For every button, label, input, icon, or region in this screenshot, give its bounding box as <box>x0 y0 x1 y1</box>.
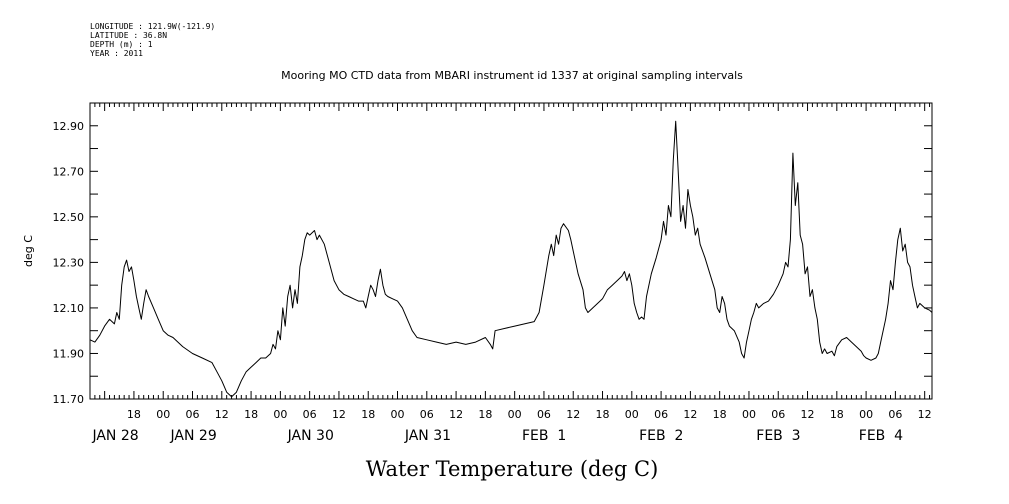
series-layer <box>89 120 933 398</box>
x-tick-label: 12 <box>332 408 346 421</box>
x-tick-label: 06 <box>771 408 785 421</box>
x-tick-label: 06 <box>654 408 668 421</box>
x-tick-label: 06 <box>537 408 551 421</box>
y-tick-label: 12.90 <box>53 120 85 133</box>
x-tick-label: 12 <box>801 408 815 421</box>
y-tick-label: 12.10 <box>53 302 85 315</box>
x-tick-label: 00 <box>391 408 405 421</box>
longitude-text: LONGITUDE : 121.9W(-121.9) <box>90 22 216 31</box>
x-tick-label: 06 <box>888 408 902 421</box>
x-tick-label: 12 <box>918 408 932 421</box>
y-tick-label: 11.90 <box>53 347 85 360</box>
x-date-label: FEB 1 <box>522 428 566 444</box>
x-tick-label: 12 <box>449 408 463 421</box>
x-axis: 18 00 06 12 18 00 06 12 18 00 06 12 18 00 06 12 18 00 06 12… <box>89 103 932 444</box>
plot-frame <box>89 102 933 400</box>
x-tick-label: 06 <box>303 408 317 421</box>
y-axis: 11.70 11.90 12.10 12.30 12.50 12.70 12.90 <box>53 102 932 406</box>
x-tick-label: 00 <box>273 408 287 421</box>
year-text: YEAR : 2011 <box>90 49 143 58</box>
depth-text: DEPTH (m) : 1 <box>90 40 153 49</box>
x-tick-label: 12 <box>215 408 229 421</box>
x-tick-label: 18 <box>713 408 727 421</box>
x-tick-label: 00 <box>742 408 756 421</box>
x-tick-label: 18 <box>361 408 375 421</box>
x-tick-label: 12 <box>566 408 580 421</box>
x-date-label: JAN 30 <box>287 428 334 444</box>
chart-title: Mooring MO CTD data from MBARI instrumen… <box>281 69 743 82</box>
x-axis-label: Water Temperature (deg C) <box>366 457 659 481</box>
y-tick-label: 12.50 <box>53 211 85 224</box>
x-tick-label: 18 <box>478 408 492 421</box>
x-tick-label: 06 <box>420 408 434 421</box>
x-tick-label: 18 <box>596 408 610 421</box>
x-date-label: FEB 4 <box>859 428 903 444</box>
x-tick-label: 00 <box>859 408 873 421</box>
y-tick-label: 12.30 <box>53 256 85 269</box>
latitude-text: LATITUDE : 36.8N <box>90 31 168 40</box>
x-tick-label: 18 <box>244 408 258 421</box>
y-axis-label: deg C <box>22 235 35 267</box>
metadata-block: LONGITUDE : 121.9W(-121.9) LATITUDE : 36… <box>90 22 215 58</box>
x-tick-label: 18 <box>830 408 844 421</box>
x-date-label: FEB 2 <box>639 428 683 444</box>
x-tick-label: 18 <box>127 408 141 421</box>
y-tick-label: 11.70 <box>53 393 85 406</box>
x-tick-label: 12 <box>683 408 697 421</box>
y-tick-label: 12.70 <box>53 165 85 178</box>
temperature-series-line <box>89 120 933 398</box>
x-date-label: JAN 29 <box>170 428 217 444</box>
x-tick-label: 00 <box>508 408 522 421</box>
x-tick-label: 00 <box>156 408 170 421</box>
x-date-label: JAN 28 <box>91 428 138 444</box>
x-date-label: JAN 31 <box>404 428 451 444</box>
x-tick-label: 00 <box>625 408 639 421</box>
x-tick-label: 06 <box>186 408 200 421</box>
x-date-label: FEB 3 <box>756 428 800 444</box>
